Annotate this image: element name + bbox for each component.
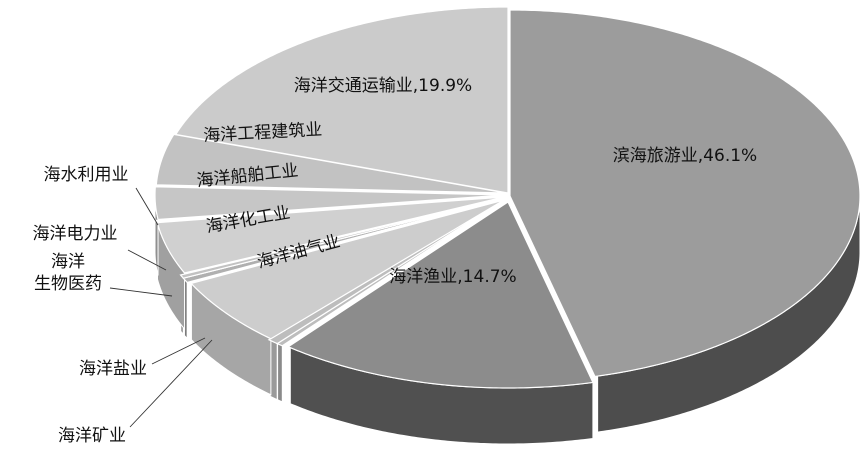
pie-slice-0: [509, 9, 861, 378]
leader-line-3: [151, 337, 206, 365]
leader-line-6: [127, 249, 167, 271]
leader-lines: [109, 187, 213, 428]
pie-tops: [154, 6, 861, 389]
leader-line-8: [135, 187, 159, 226]
pie-slice-9: [154, 186, 506, 221]
slice-label-11: 海洋交通运输业,19.9%: [294, 76, 472, 96]
pie-slice-4: [190, 199, 505, 340]
pie-side-2: [277, 342, 283, 403]
pie-slice-7: [156, 196, 505, 274]
slice-label-3: 海洋盐业: [79, 359, 147, 379]
slice-label-5: 海洋生物医药: [34, 252, 102, 294]
pie-slice-10: [155, 133, 507, 194]
slice-label-8: 海水利用业: [44, 165, 129, 185]
leader-line-2: [129, 339, 213, 428]
leader-line-5: [109, 287, 173, 297]
pie-slice-1: [287, 201, 594, 389]
pie-slice-11: [174, 6, 509, 194]
slice-label-1: 海洋渔业,14.7%: [389, 267, 516, 287]
slice-label-6: 海洋电力业: [33, 224, 118, 244]
slice-label-0: 滨海旅游业,46.1%: [613, 146, 757, 166]
slice-label-2: 海洋矿业: [58, 426, 126, 446]
pie-slice-6: [179, 198, 501, 279]
pie-slice-3: [267, 200, 503, 345]
